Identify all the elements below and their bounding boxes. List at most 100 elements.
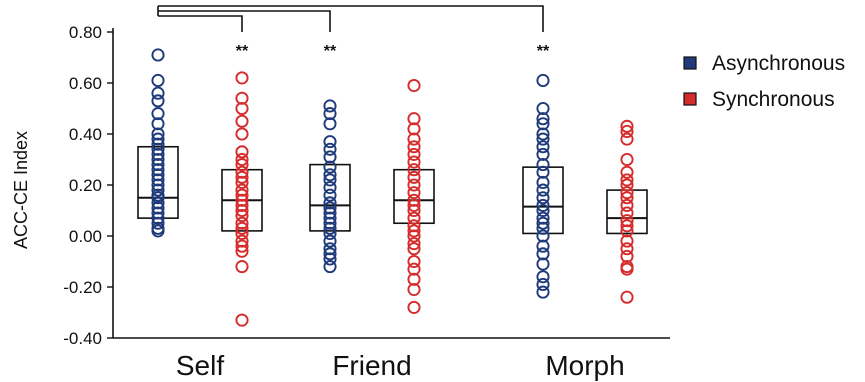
data-point: [151, 94, 165, 108]
data-point: [151, 211, 165, 225]
data-point: [323, 206, 337, 220]
data-point: [323, 247, 337, 261]
data-point: [323, 168, 337, 182]
data-point: [536, 127, 550, 141]
data-point: [235, 226, 249, 240]
y-tick-label: 0.80: [69, 23, 102, 42]
data-point: [536, 247, 550, 261]
data-point: [407, 186, 421, 200]
data-point: [235, 209, 249, 223]
data-point: [235, 114, 249, 128]
data-point: [151, 173, 165, 187]
box: [309, 163, 351, 232]
data-point: [151, 191, 165, 205]
data-point: [620, 178, 634, 192]
data-point: [620, 198, 634, 212]
data-point: [151, 196, 165, 210]
data-point: [407, 237, 421, 251]
data-point: [536, 203, 550, 218]
data-point: [407, 155, 421, 169]
data-point: [407, 193, 421, 207]
data-point: [536, 285, 550, 299]
data-point: [323, 150, 337, 164]
data-point: [620, 152, 634, 167]
y-tick-label: -0.20: [63, 278, 102, 297]
data-point: [536, 216, 550, 230]
data-point: [323, 216, 337, 230]
data-point: [151, 224, 165, 238]
data-point: [323, 142, 337, 156]
data-point: [407, 254, 421, 269]
data-point: [407, 147, 421, 161]
data-point: [323, 99, 337, 113]
data-point: [235, 260, 249, 274]
data-point: [151, 206, 165, 220]
y-tick-label: 0.60: [69, 74, 102, 93]
data-point: [323, 260, 337, 274]
y-tick-label: -0.40: [63, 329, 102, 348]
data-point: [620, 132, 634, 146]
data-point: [151, 142, 165, 156]
data-point: [235, 127, 249, 141]
data-point: [151, 117, 165, 131]
data-point: [407, 229, 421, 243]
data-point: [151, 127, 165, 141]
data-point: [407, 282, 421, 297]
data-point: [235, 175, 249, 189]
data-point: [407, 262, 421, 276]
data-point: [536, 211, 550, 225]
data-point: [536, 112, 550, 126]
data-point: [151, 216, 165, 230]
data-point: [235, 158, 249, 172]
data-point: [620, 206, 634, 220]
data-point: [235, 203, 249, 218]
data-point: [536, 277, 550, 292]
data-point: [235, 313, 249, 327]
significance-label: **: [236, 43, 249, 60]
x-tick-label: Self: [176, 350, 224, 381]
data-point: [151, 168, 165, 182]
x-tick-label: Morph: [545, 350, 624, 381]
data-point: [323, 201, 337, 215]
y-tick-label: 0.00: [69, 227, 102, 246]
data-point: [235, 234, 249, 248]
data-point: [235, 193, 249, 207]
data-point: [323, 242, 337, 256]
data-point: [620, 262, 634, 276]
data-point: [235, 91, 249, 105]
data-point: [407, 79, 421, 93]
data-point: [407, 219, 421, 233]
data-point: [151, 178, 165, 192]
data-point: [407, 198, 421, 212]
significance-label: **: [324, 43, 337, 60]
data-point: [235, 170, 249, 184]
significance-bracket: [158, 15, 243, 32]
data-point: [151, 158, 165, 172]
data-point: [536, 270, 550, 284]
data-point: [536, 183, 550, 197]
data-point: [407, 132, 421, 146]
data-point: [536, 198, 550, 212]
data-point: [407, 112, 421, 126]
data-point: [235, 239, 249, 253]
data-point: [620, 186, 634, 200]
data-point: [407, 224, 421, 238]
legend-swatch: [683, 56, 697, 70]
data-point: [536, 165, 550, 179]
data-point: [536, 191, 550, 205]
data-point: [536, 229, 550, 243]
data-point: [323, 196, 337, 210]
data-point: [323, 226, 337, 240]
data-point: [536, 175, 550, 189]
data-point: [235, 101, 249, 116]
x-tick-label: Friend: [332, 350, 411, 381]
data-point: [407, 272, 421, 286]
data-point: [536, 257, 550, 271]
legend-label: Synchronous: [712, 88, 835, 111]
data-marks: [137, 48, 648, 327]
data-point: [407, 300, 421, 314]
significance-bracket: [158, 10, 331, 32]
data-point: [620, 234, 634, 248]
legend: Asynchronous Synchronous: [683, 52, 845, 111]
data-point: [151, 152, 165, 167]
